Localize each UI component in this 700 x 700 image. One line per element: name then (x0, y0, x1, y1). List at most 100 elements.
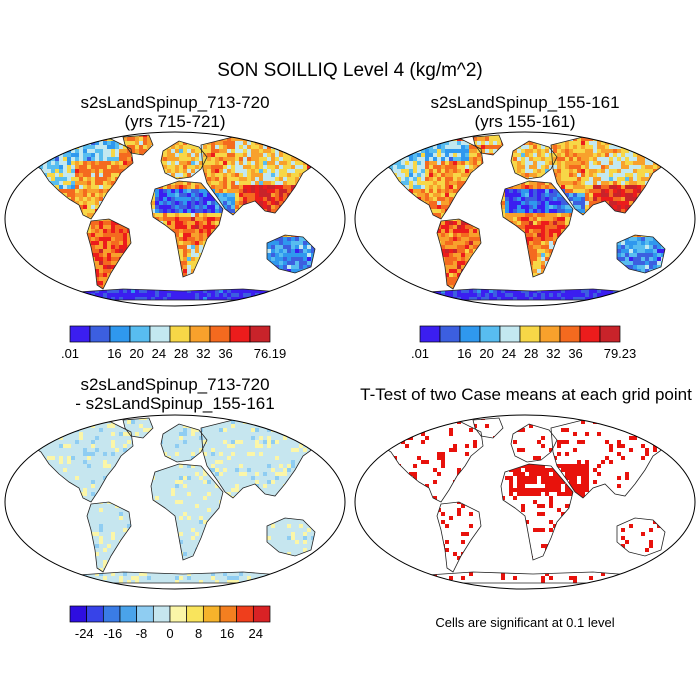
grid-cell (327, 261, 331, 265)
grid-cell (649, 169, 653, 173)
grid-cell (389, 135, 393, 137)
grid-cell (195, 237, 199, 241)
grid-cell (569, 173, 573, 177)
grid-cell (343, 133, 347, 137)
grid-cell (421, 141, 425, 145)
grid-cell (167, 285, 171, 289)
grid-cell (139, 165, 143, 169)
grid-cell (267, 225, 271, 229)
grid-cell (255, 135, 259, 137)
grid-cell (319, 237, 321, 241)
grid-cell (311, 181, 315, 185)
grid-cell (243, 253, 247, 257)
grid-cell (35, 289, 39, 293)
grid-cell (549, 129, 553, 133)
grid-cell (365, 161, 369, 165)
grid-cell (103, 253, 107, 257)
grid-cell (649, 129, 653, 133)
grid-cell (401, 165, 405, 169)
grid-cell (131, 249, 135, 253)
grid-cell (243, 149, 247, 153)
grid-cell (127, 145, 131, 149)
grid-cell (263, 137, 267, 141)
grid-cell (127, 173, 131, 177)
grid-cell (449, 177, 453, 181)
grid-cell (7, 141, 11, 145)
grid-cell (23, 273, 27, 277)
grid-cell (409, 161, 413, 165)
grid-cell (111, 201, 115, 205)
grid-cell (143, 305, 147, 309)
grid-cell (139, 281, 143, 285)
grid-cell (645, 129, 649, 133)
grid-cell (107, 129, 111, 133)
grid-cell (361, 133, 365, 137)
grid-cell (529, 169, 533, 173)
grid-cell (291, 137, 295, 141)
grid-cell (203, 237, 207, 241)
grid-cell (247, 305, 251, 309)
grid-cell (111, 249, 115, 253)
grid-cell (19, 293, 23, 297)
grid-cell (409, 137, 413, 141)
grid-cell (327, 197, 331, 201)
grid-cell (211, 221, 215, 225)
grid-cell (327, 133, 331, 137)
grid-cell (79, 221, 83, 225)
grid-cell (267, 129, 271, 133)
grid-cell (51, 257, 55, 261)
grid-cell (23, 233, 27, 237)
grid-cell (489, 161, 493, 165)
grid-cell (207, 249, 211, 253)
grid-cell (7, 277, 11, 281)
grid-cell (75, 305, 79, 309)
grid-cell (657, 145, 661, 149)
grid-cell (219, 293, 223, 297)
grid-cell (139, 181, 143, 185)
grid-cell (299, 197, 303, 201)
grid-cell (335, 253, 339, 257)
grid-cell (135, 269, 139, 273)
grid-cell (55, 261, 59, 265)
grid-cell (7, 177, 11, 181)
grid-cell (251, 149, 255, 153)
grid-cell (275, 161, 279, 165)
grid-cell (381, 137, 385, 141)
grid-cell (23, 185, 27, 189)
grid-cell (155, 273, 159, 277)
grid-cell (645, 173, 649, 177)
grid-cell (167, 157, 171, 161)
grid-cell (171, 193, 175, 197)
grid-cell (91, 209, 95, 213)
grid-cell (537, 173, 541, 177)
grid-cell (653, 135, 657, 137)
grid-cell (247, 161, 251, 165)
grid-cell (357, 145, 361, 149)
grid-cell (303, 145, 307, 149)
grid-cell (87, 135, 91, 137)
grid-cell (195, 301, 199, 305)
grid-cell (295, 305, 299, 309)
grid-cell (107, 301, 111, 305)
grid-cell (183, 213, 187, 217)
grid-cell (115, 201, 119, 205)
grid-cell (23, 269, 27, 273)
grid-cell (323, 133, 327, 137)
grid-cell (223, 285, 227, 289)
grid-cell (227, 169, 231, 173)
grid-cell (187, 205, 191, 209)
grid-cell (401, 157, 405, 161)
grid-cell (7, 293, 11, 297)
grid-cell (31, 301, 35, 305)
grid-cell (585, 173, 589, 177)
grid-cell (143, 281, 147, 285)
grid-cell (421, 137, 425, 141)
grid-cell (377, 129, 381, 133)
grid-cell (159, 181, 163, 185)
grid-cell (299, 141, 303, 145)
grid-cell (311, 197, 315, 201)
grid-cell (131, 233, 135, 237)
grid-cell (155, 161, 159, 165)
grid-cell (485, 177, 489, 181)
grid-cell (275, 135, 279, 137)
